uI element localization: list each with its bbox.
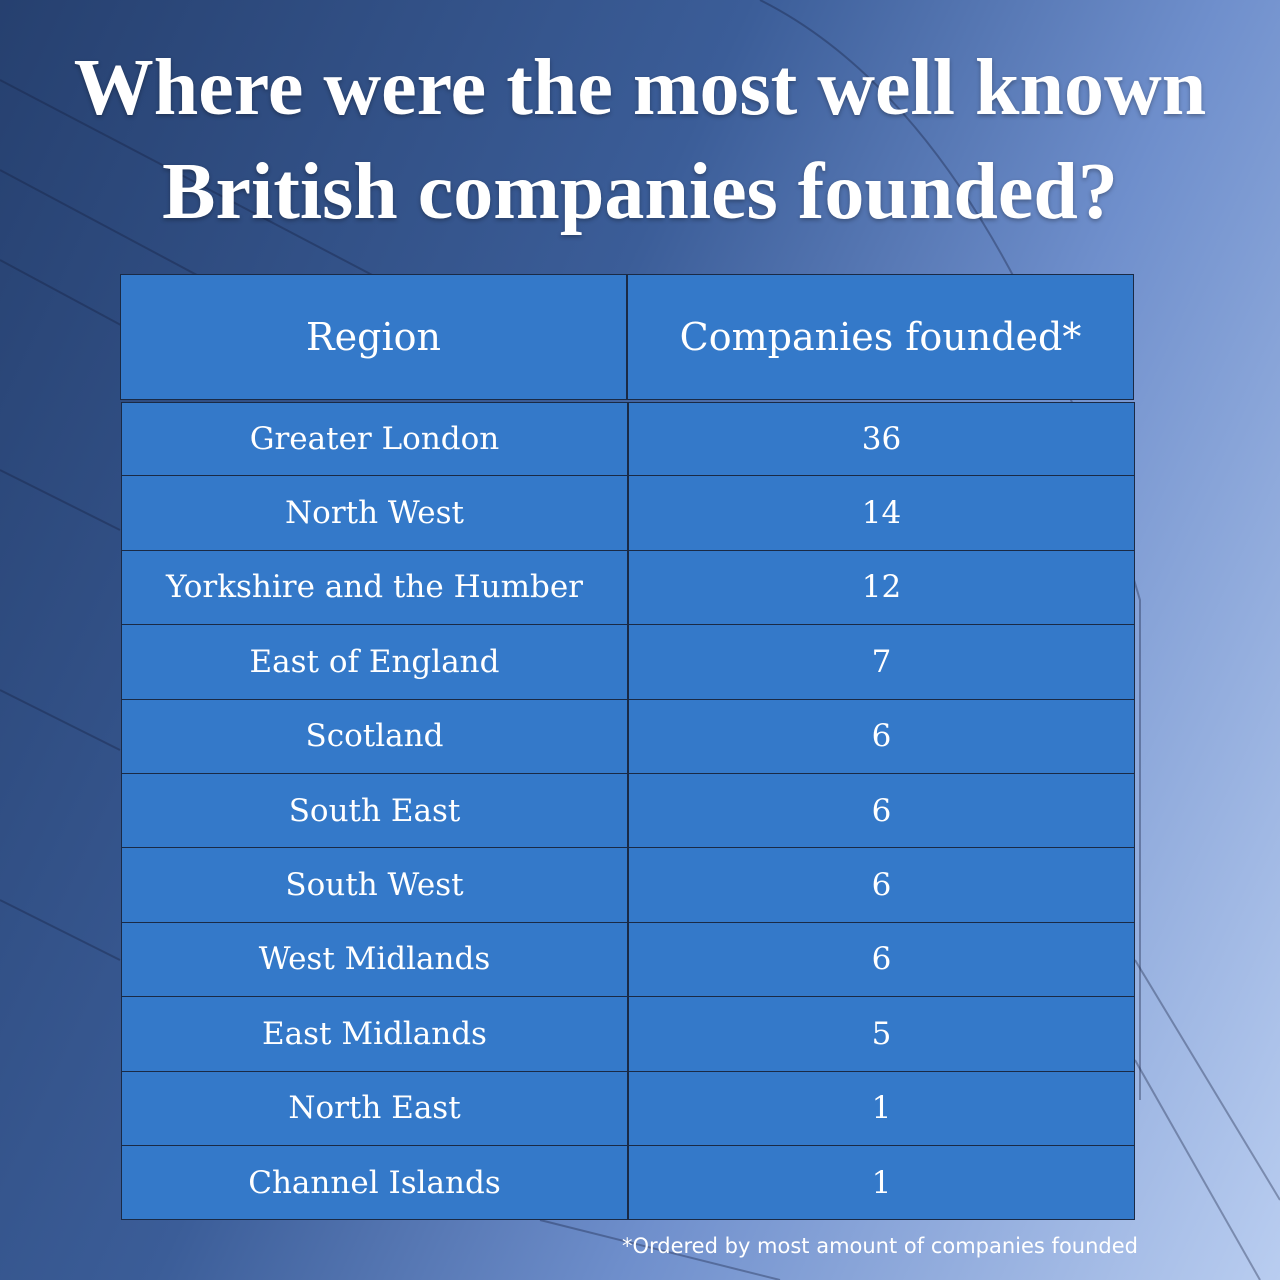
region-cell: Greater London	[249, 421, 500, 458]
region-cell: Yorkshire and the Humber	[165, 569, 584, 606]
table-header: Region Companies founded*	[120, 274, 1134, 400]
region-cell: South West	[285, 867, 464, 904]
header-cell: Companies founded*	[626, 275, 1133, 399]
header-cell: Region	[306, 315, 441, 359]
table-row: Scotland 6	[121, 699, 1135, 774]
region-cell: West Midlands	[258, 941, 491, 978]
region-cell: North West	[285, 495, 464, 532]
table-row: Greater London 36	[121, 402, 1135, 477]
count-cell: 1	[627, 1071, 1134, 1145]
count-cell: 12	[627, 550, 1134, 625]
count-cell: 1	[627, 1145, 1134, 1220]
table-row: South East 6	[121, 773, 1135, 849]
table-row: Channel Islands 1	[121, 1145, 1135, 1221]
count-cell: 5	[627, 997, 1134, 1071]
title: Where were the most well known British c…	[0, 36, 1280, 244]
table-row: East of England 7	[121, 625, 1135, 700]
region-cell: South East	[288, 792, 461, 829]
count-cell: 6	[627, 848, 1134, 922]
count-cell: 6	[627, 773, 1134, 848]
region-cell: Scotland	[305, 718, 444, 755]
table-row: East Midlands 5	[121, 997, 1135, 1072]
table-row: North West 14	[121, 476, 1135, 551]
footnote: *Ordered by most amount of companies fou…	[621, 1234, 1138, 1258]
region-cell: North East	[288, 1090, 461, 1127]
title-line: Where were the most well known	[73, 44, 1207, 132]
count-cell: 7	[627, 625, 1134, 699]
table-body: Greater London 36 North West 14 Yorkshire an…	[121, 402, 1135, 1221]
count-cell: 14	[627, 476, 1134, 550]
table-row: West Midlands 6	[121, 922, 1135, 998]
table-row: Yorkshire and the Humber 12	[121, 550, 1135, 626]
region-cell: East Midlands	[262, 1015, 487, 1052]
title-line: British companies founded?	[162, 148, 1118, 236]
table-row: South West 6	[121, 848, 1135, 923]
table-row: North East 1	[121, 1071, 1135, 1146]
count-cell: 6	[627, 699, 1134, 773]
region-cell: East of England	[249, 643, 500, 680]
region-cell: Channel Islands	[248, 1164, 501, 1201]
count-cell: 36	[627, 403, 1134, 476]
count-cell: 6	[627, 922, 1134, 997]
